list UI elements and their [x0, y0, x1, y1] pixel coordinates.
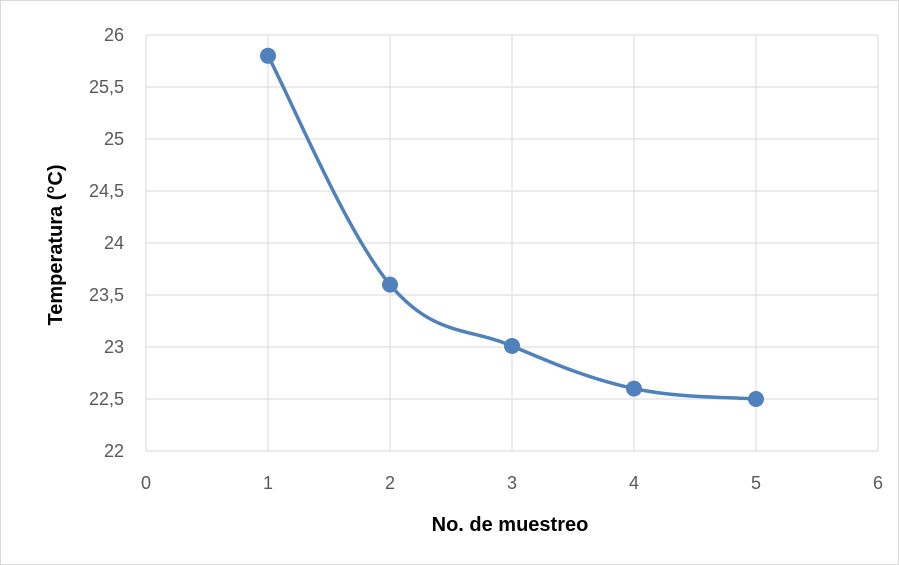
y-tick-label: 23,5: [89, 285, 124, 305]
x-tick-label: 0: [141, 473, 151, 493]
series-plot: [260, 47, 764, 407]
series-line: [266, 54, 758, 401]
y-tick-label: 24,5: [89, 181, 124, 201]
y-tick-label: 23: [104, 337, 124, 357]
y-tick-label: 25,5: [89, 77, 124, 97]
x-tick-label: 3: [507, 473, 517, 493]
gridlines: [145, 34, 879, 452]
x-tick-label: 6: [873, 473, 883, 493]
data-point-marker: [626, 380, 642, 397]
data-point-marker: [382, 276, 398, 293]
data-point-marker: [504, 337, 520, 354]
x-tick-label: 2: [385, 473, 395, 493]
data-point-marker: [748, 391, 764, 407]
data-point-marker: [260, 47, 276, 64]
x-tick-label: 1: [263, 473, 273, 493]
y-axis-title: Temperatura (°C): [45, 165, 67, 326]
y-tick-label: 22,5: [89, 389, 124, 409]
y-tick-label: 24: [104, 233, 124, 253]
x-axis-title: No. de muestreo: [432, 514, 589, 536]
y-tick-label: 25: [104, 129, 124, 149]
x-tick-label: 4: [629, 473, 639, 493]
y-tick-label: 26: [104, 25, 124, 45]
x-tick-label: 5: [751, 473, 761, 493]
y-tick-label: 22: [104, 441, 124, 461]
